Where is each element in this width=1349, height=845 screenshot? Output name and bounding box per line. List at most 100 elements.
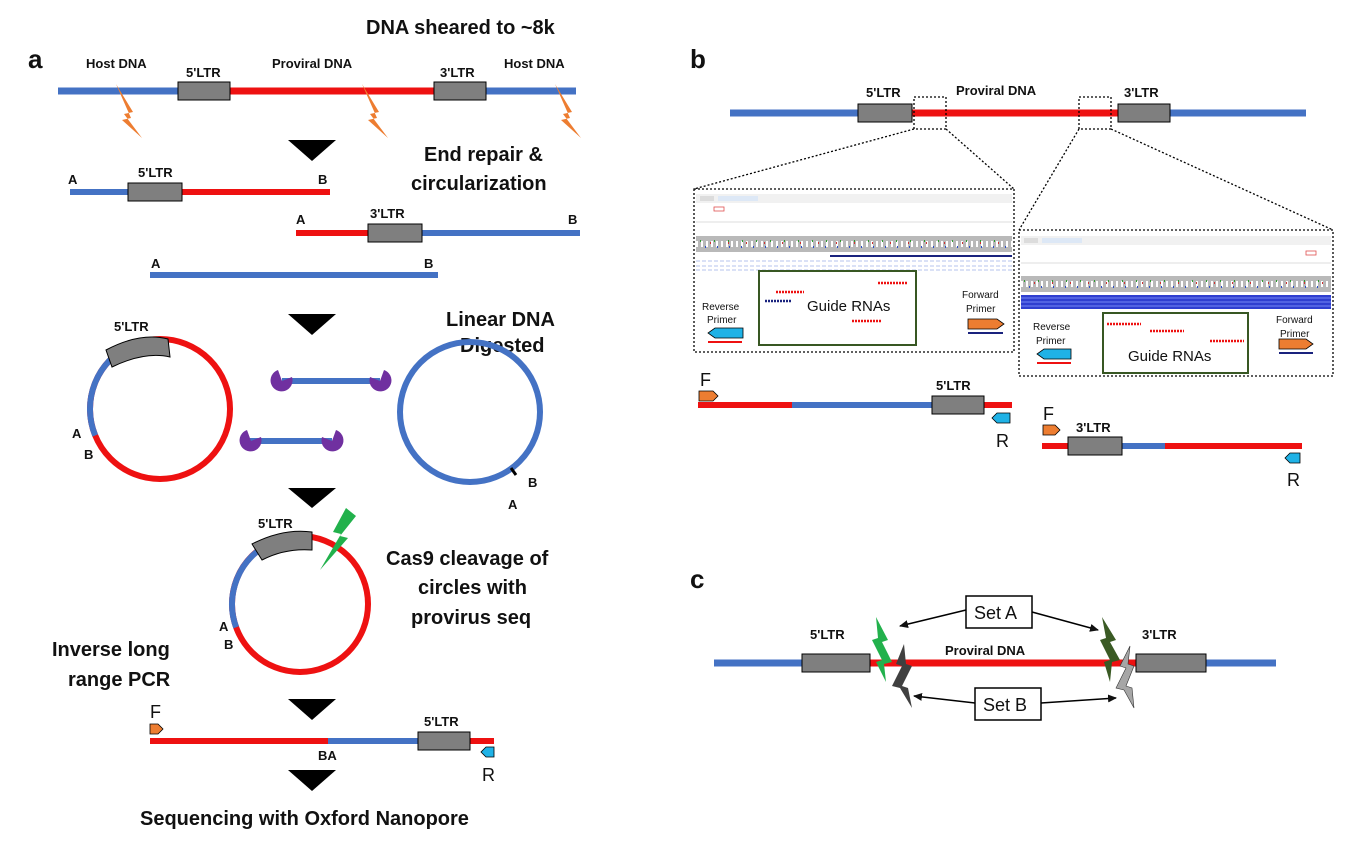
right-guide-rna-box [1102,312,1249,374]
circle1-label-ltr: 5'LTR [114,319,149,334]
frag1-label-a: A [68,172,78,187]
forward-primer-icon [149,723,164,735]
frag3-label-a: A [151,256,161,271]
set-b-bolt-icon [1115,645,1135,709]
product-label-ba: BA [318,748,337,763]
frag1-ltr-box [127,182,183,202]
circle1-label-a: A [72,426,82,441]
b-label-proviral-dna: Proviral DNA [956,83,1037,98]
down-arrow-icon [288,488,336,508]
amp-right-label-ltr: 3'LTR [1076,420,1111,435]
step-end-repair-line2: circularization [411,173,547,195]
frag2-label-ltr: 3'LTR [370,206,405,221]
set-b-label: Set B [983,695,1027,715]
panel-c: c 5'LTR Proviral DNA 3'LTR Set A Set B [690,564,1276,721]
right-browser-toolbar [1021,236,1331,245]
left-forward-primer-label-1: Forward [962,290,999,301]
c-ltr3-box [1135,653,1207,673]
set-b-box [974,687,1042,721]
cas9-bolt-icon [320,508,356,570]
right-reverse-primer-label-2: Primer [1036,336,1066,347]
amp-left-label-ltr: 5'LTR [936,378,971,393]
reverse-primer-icon [480,746,495,758]
toolbar-field [700,196,714,201]
circle3-label-b: B [224,637,233,652]
left-reverse-primer-label-1: Reverse [702,302,740,313]
left-reverse-primer-icon [707,327,744,339]
amp-right-label-f: F [1043,404,1054,424]
zoom-line [945,128,1015,190]
circle2-junction-mark [509,467,518,476]
circle3-label-ltr: 5'LTR [258,516,293,531]
right-reverse-primer-icon [1036,348,1072,360]
circle3-ltr-box [251,530,313,561]
product-label-f: F [150,702,161,722]
product-label-r: R [482,765,495,785]
product-label-ltr: 5'LTR [424,714,459,729]
set-a-bolt-icon [1100,617,1120,682]
step-end-repair-line1: End repair & [424,144,543,166]
toolbar-field [718,196,758,201]
step-linear-digested-line2: Digested [460,335,544,357]
b-label-ltr5: 5'LTR [866,85,901,100]
shear-bolt-icon [555,84,581,138]
title-dna-sheared: DNA sheared to ~8k [366,17,556,39]
circle3-label-a: A [219,619,229,634]
step-inverse-pcr-line1: Inverse long [52,639,170,661]
set-b-arrow-right [1040,694,1117,704]
set-a-label: Set A [974,603,1017,623]
circle2-label-a: A [508,497,518,512]
exonuclease-icon [369,370,392,392]
amp-left-label-r: R [996,431,1009,451]
right-guide-rnas-label: Guide RNAs [1128,348,1211,365]
zoom-box-left [913,96,947,130]
zoom-line [693,128,915,190]
reverse-primer-icon [991,412,1011,424]
amp-left-ltr-box [931,395,985,415]
frag2-label-b: B [568,212,577,227]
panel-a: a DNA sheared to ~8k Host DNA 5'LTR Prov… [28,17,581,830]
ltr5-box [177,81,231,101]
right-forward-primer-label-1: Forward [1276,315,1313,326]
step-inverse-pcr-line2: range PCR [68,669,171,691]
left-forward-primer-label-2: Primer [966,304,996,315]
forward-primer-icon [1042,424,1061,436]
label-host-dna-right: Host DNA [504,56,565,71]
exonuclease-icon [321,430,344,452]
down-arrow-icon [288,140,336,161]
left-forward-primer-icon [967,318,1005,330]
circle3-host-arc [229,547,261,629]
right-reverse-primer-label-1: Reverse [1033,322,1071,333]
set-a-box [965,595,1033,629]
c-ltr5-box [801,653,871,673]
b-ltr3-box [1117,103,1171,123]
zoom-line [1110,128,1334,231]
left-guide-rnas-label: Guide RNAs [807,298,890,315]
label-proviral-dna: Proviral DNA [272,56,353,71]
panel-letter-c: c [690,564,704,594]
panel-b: b 5'LTR Proviral DNA 3'LTR [690,44,1334,490]
step-cas9-line1: Cas9 cleavage of [386,548,549,570]
circle1-label-b: B [84,447,93,462]
amp-right-label-r: R [1287,470,1300,490]
left-browser-view: Guide RNAs Reverse Primer Forward Primer [693,188,1015,353]
left-reverse-primer-label-2: Primer [707,315,737,326]
frag3-label-b: B [424,256,433,271]
left-guide-rna-box [758,270,917,346]
label-host-dna-left: Host DNA [86,56,147,71]
reverse-primer-icon [1284,452,1301,464]
forward-primer-icon [698,390,719,402]
zoom-box-right [1078,96,1112,130]
amp-left-label-f: F [700,370,711,390]
toolbar-field [1042,238,1082,243]
product-ltr-box [417,731,471,751]
ideogram-marker [713,206,725,212]
step-linear-digested-line1: Linear DNA [446,309,555,331]
shear-bolt-icon [116,84,142,138]
step-cas9-line3: provirus seq [411,607,531,629]
exonuclease-icon [270,370,293,392]
panel-letter-a: a [28,44,43,74]
c-label-ltr5: 5'LTR [810,627,845,642]
circle2-host [397,339,543,485]
